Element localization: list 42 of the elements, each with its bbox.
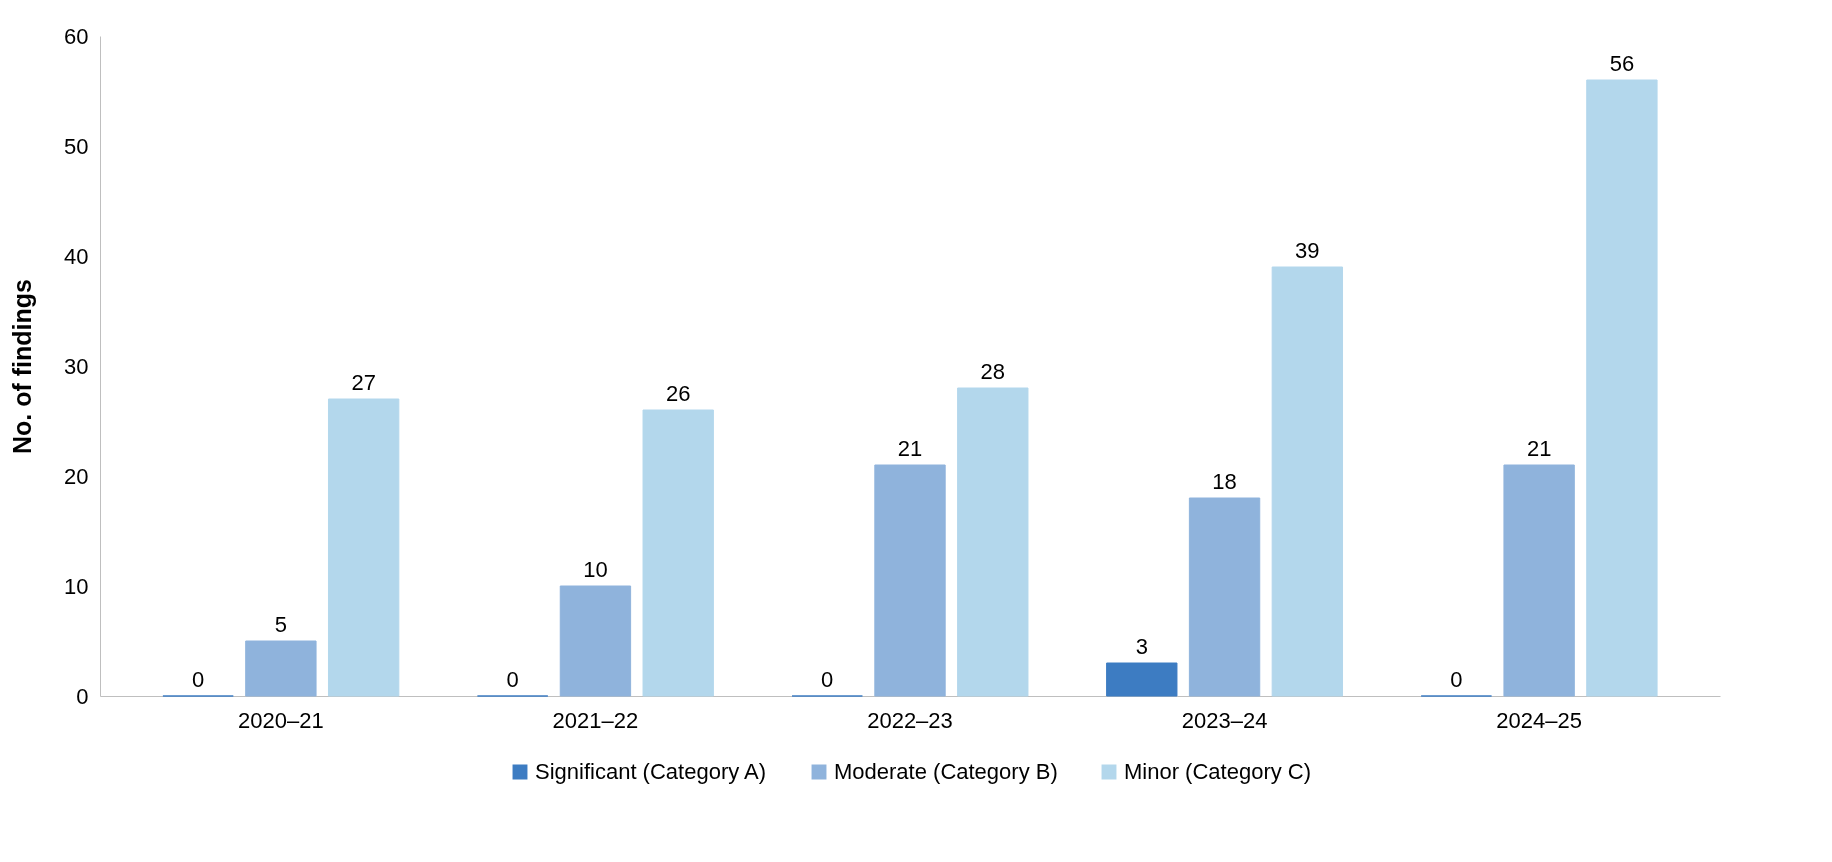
- bar: [957, 387, 1029, 697]
- y-tick-label: 50: [64, 133, 89, 159]
- y-tick-label: 30: [64, 353, 89, 379]
- bar: [1586, 79, 1658, 697]
- x-tick-label: 2021–22: [552, 707, 639, 733]
- y-tick-label: 10: [64, 573, 89, 599]
- x-tick-label: 2023–24: [1181, 707, 1268, 733]
- bar: [874, 464, 946, 697]
- bar: [559, 585, 632, 697]
- bar: [245, 640, 317, 697]
- y-tick-label: 60: [64, 23, 89, 49]
- data-label: 0: [506, 667, 519, 692]
- legend-label: Minor (Category C): [1124, 759, 1312, 784]
- y-tick-label: 40: [64, 243, 89, 269]
- data-label: 0: [821, 667, 834, 692]
- y-tick-label: 20: [64, 463, 89, 489]
- data-label: 39: [1295, 238, 1320, 263]
- bar: [1188, 497, 1261, 697]
- data-label: 0: [1450, 667, 1463, 692]
- y-axis-title: No. of findings: [8, 279, 37, 454]
- data-label: 18: [1212, 469, 1237, 494]
- data-label: 27: [351, 370, 376, 395]
- data-label: 5: [274, 612, 287, 637]
- bar: [1271, 266, 1344, 697]
- bar: [1503, 464, 1575, 697]
- legend-label: Significant (Category A): [535, 759, 767, 784]
- y-tick-label: 0: [76, 683, 89, 709]
- data-label: 21: [897, 436, 923, 461]
- data-label: 10: [583, 557, 608, 582]
- legend-label: Moderate (Category B): [834, 759, 1058, 784]
- data-label: 26: [665, 381, 691, 406]
- bar: [1106, 662, 1178, 697]
- data-label: 0: [191, 667, 205, 692]
- data-label: 28: [980, 359, 1006, 384]
- x-tick-label: 2022–23: [867, 707, 953, 733]
- data-label: 3: [1135, 634, 1148, 659]
- bar: [642, 409, 714, 697]
- x-tick-label: 2020–21: [238, 707, 324, 733]
- x-tick-label: 2024–25: [1496, 707, 1582, 733]
- data-label: 21: [1526, 436, 1552, 461]
- bar: [327, 398, 400, 697]
- data-label: 56: [1609, 51, 1635, 76]
